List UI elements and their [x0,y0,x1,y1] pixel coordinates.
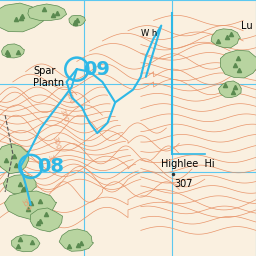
Text: Spar
Plantn: Spar Plantn [33,66,65,88]
Polygon shape [0,144,29,174]
Text: 09: 09 [83,60,110,79]
Polygon shape [0,3,44,32]
Polygon shape [219,81,241,98]
Text: 307: 307 [174,179,193,189]
Text: 370: 370 [59,108,69,123]
Text: 330: 330 [47,154,56,169]
Text: Highlee  Hi: Highlee Hi [161,159,215,169]
Text: 300: 300 [52,136,61,151]
Text: Lu: Lu [241,20,252,31]
Polygon shape [59,229,94,251]
Polygon shape [11,235,40,252]
Polygon shape [4,191,57,220]
Text: 350: 350 [20,198,31,212]
Text: 350: 350 [64,90,74,105]
Polygon shape [220,50,256,78]
Polygon shape [69,15,86,26]
Polygon shape [211,29,241,48]
Polygon shape [30,208,62,232]
Polygon shape [2,44,24,58]
Text: 08: 08 [37,157,64,176]
Polygon shape [3,175,36,195]
Polygon shape [28,4,67,21]
Text: W h: W h [141,29,157,38]
